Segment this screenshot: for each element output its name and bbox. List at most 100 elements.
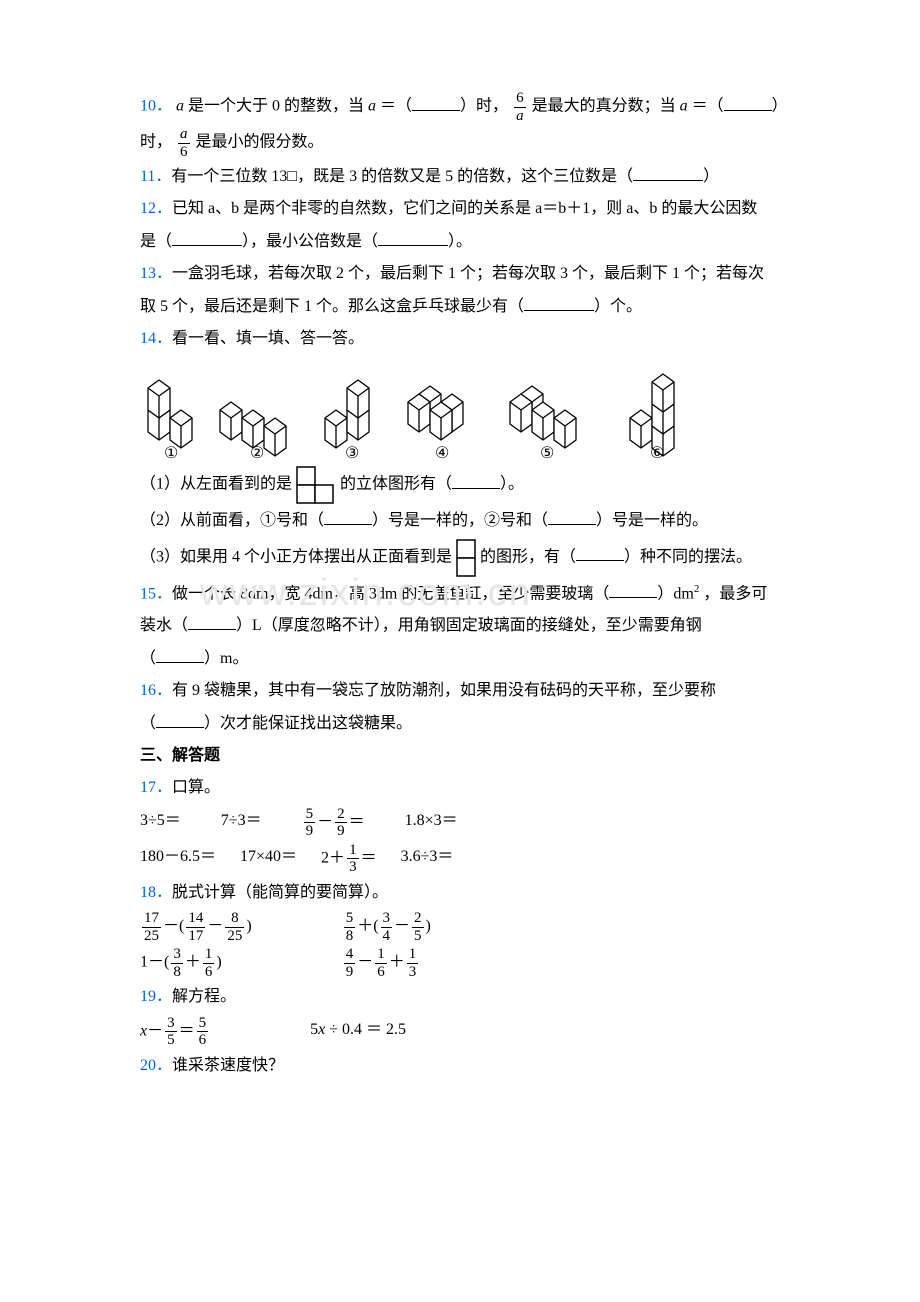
q14p3c: ）种不同的摆法。 — [624, 548, 752, 565]
q18-row2: 1－(38＋16) 49－16＋13 — [140, 946, 810, 980]
q17r2b: 17×40＝ — [240, 842, 297, 876]
blank — [156, 711, 204, 728]
q16c: ）次才能保证找出这袋糖果。 — [204, 715, 412, 732]
q10-pre: 是一个大于 0 的整数，当 — [188, 98, 364, 115]
section-3-title: 三、解答题 — [140, 741, 810, 771]
cube-figures: ① ② ③ ④ ⑤ ⑥ — [140, 362, 810, 462]
question-15: 15．做一个长 8dm，宽 4dm，高 3dm 的无盖鱼缸，至少需要玻璃（）dm… — [140, 579, 810, 610]
q11-b: ） — [703, 168, 719, 185]
q18e3: 1－(38＋16) — [140, 946, 222, 980]
q19e2: 5x ÷ 0.4 ＝ 2.5 — [310, 1015, 406, 1049]
q15d: 装水（ — [140, 617, 188, 634]
blank — [633, 164, 703, 181]
frac-6-over-a: 6a — [512, 90, 528, 124]
blank — [188, 613, 236, 630]
question-20: 20．谁采茶速度快？ — [140, 1051, 810, 1081]
blank — [609, 581, 657, 598]
q14p3a: （3）如果用 4 个小正方体摆出从正面看到是 — [140, 548, 452, 565]
q15g: ）m。 — [204, 650, 248, 667]
q13-c: ）个。 — [594, 298, 642, 315]
q17r1b: 7÷3＝ — [221, 806, 262, 840]
question-19: 19．解方程。 — [140, 982, 810, 1012]
q17r1d: 1.8×3＝ — [405, 806, 458, 840]
q14p1b: 的立体图形有（ — [340, 476, 452, 493]
cube-label-1: ① — [164, 445, 178, 462]
q18-row1: 1725－(1417－825) 58＋(34－25) — [140, 910, 810, 944]
blank — [156, 646, 204, 663]
q13-a: 一盒羽毛球，若每次取 2 个，最后剩下 1 个；若每次取 3 个，最后剩下 1 … — [172, 265, 764, 282]
q12-b: 是（ — [140, 233, 172, 250]
blank — [724, 94, 772, 111]
cube-label-2: ② — [250, 445, 264, 462]
blank — [378, 229, 448, 246]
q17r2a: 180－6.5＝ — [140, 842, 216, 876]
q18e2: 58＋(34－25) — [342, 910, 431, 944]
var-a3: a — [680, 98, 688, 115]
qnum-11: 11． — [140, 168, 171, 185]
question-10: 10． a 是一个大于 0 的整数，当 a ＝（ ）时， 6a 是最大的真分数；当… — [140, 90, 810, 124]
cube-label-6: ⑥ — [650, 445, 664, 462]
var-a1: a — [176, 98, 184, 115]
blank — [412, 94, 460, 111]
q10-post2: ） — [772, 98, 788, 115]
blank — [576, 544, 624, 561]
qnum-17: 17． — [140, 779, 172, 796]
q19-row: x－35＝56 5x ÷ 0.4 ＝ 2.5 — [140, 1015, 810, 1049]
question-10-line2: 时， a6 是最小的假分数。 — [140, 126, 810, 160]
q11-a: 有一个三位数 13□，既是 3 的倍数又是 5 的倍数，这个三位数是（ — [171, 168, 633, 185]
q17r2d: 3.6÷3＝ — [401, 842, 454, 876]
blank — [172, 229, 242, 246]
q14p2c: ）号是一样的。 — [596, 512, 708, 529]
q17-row2: 180－6.5＝ 17×40＝ 2＋13＝ 3.6÷3＝ — [140, 842, 810, 876]
q20-text: 谁采茶速度快？ — [172, 1057, 284, 1074]
var-a2: a — [368, 98, 376, 115]
question-14: 14．看一看、填一填、答一答。 — [140, 324, 810, 354]
q10-mid: 是最大的真分数；当 — [532, 98, 676, 115]
question-13-line2: 取 5 个，最后还是剩下 1 个。那么这盒乒乓球最少有（）个。 — [140, 292, 810, 322]
question-13: 13．一盒羽毛球，若每次取 2 个，最后剩下 1 个；若每次取 3 个，最后剩下… — [140, 259, 810, 289]
q15a: 做一个长 8dm，宽 4dm，高 3dm 的无盖鱼缸，至少需要玻璃（ — [172, 585, 609, 602]
shape-L-icon — [296, 466, 336, 504]
q18-title: 脱式计算（能简算的要简算）。 — [172, 884, 388, 901]
q18e4: 49－16＋13 — [342, 946, 421, 980]
qnum-12: 12． — [140, 200, 172, 217]
cube-label-4: ④ — [435, 445, 449, 462]
blank — [324, 508, 372, 525]
q15c: ，最多可 — [699, 585, 767, 602]
question-18: 18．脱式计算（能简算的要简算）。 — [140, 878, 810, 908]
question-17: 17．口算。 — [140, 773, 810, 803]
q12-d: ）。 — [448, 233, 472, 250]
q15b: ）dm — [657, 585, 693, 602]
q12-a: 已知 a、b 是两个非零的自然数，它们之间的关系是 a＝b＋1，则 a、b 的最… — [172, 200, 757, 217]
q14-title: 看一看、填一填、答一答。 — [172, 330, 364, 347]
q17-title: 口算。 — [172, 779, 220, 796]
q17r1c: 59－29＝ — [302, 806, 365, 840]
qnum-10: 10． — [140, 98, 172, 115]
qnum-16: 16． — [140, 682, 172, 699]
shape-2v-icon — [456, 539, 476, 577]
q14-part2: （2）从前面看，①号和（）号是一样的，②号和（）号是一样的。 — [140, 506, 810, 536]
q14p1c: ）。 — [500, 476, 524, 493]
q10-post1: ）时， — [460, 98, 508, 115]
question-12-line2: 是（），最小公倍数是（）。 — [140, 227, 810, 257]
qnum-20: 20． — [140, 1057, 172, 1074]
q19e1: x－35＝56 — [140, 1015, 210, 1049]
qnum-13: 13． — [140, 265, 172, 282]
q14-part3: www.zixin.com.cn （3）如果用 4 个小正方体摆出从正面看到是 … — [140, 539, 810, 577]
cube-label-3: ③ — [345, 445, 359, 462]
question-16-line2: （ ）次才能保证找出这袋糖果。 — [140, 709, 810, 739]
frac-a-over-6: a6 — [176, 126, 192, 160]
q16b: （ — [140, 715, 156, 732]
q19-title: 解方程。 — [172, 988, 236, 1005]
q10-l2post: 是最小的假分数。 — [196, 134, 324, 151]
question-12: 12．已知 a、b 是两个非零的自然数，它们之间的关系是 a＝b＋1，则 a、b… — [140, 194, 810, 224]
qnum-19: 19． — [140, 988, 172, 1005]
cube-label-5: ⑤ — [540, 445, 554, 462]
q15e: ）L（厚度忽略不计），用角钢固定玻璃面的接缝处，至少需要角钢 — [236, 617, 702, 634]
blank — [524, 294, 594, 311]
question-15-line3: （ ）m。 — [140, 644, 810, 674]
q14p1a: （1）从左面看到的是 — [140, 476, 292, 493]
q10-eq1: ＝（ — [380, 98, 412, 115]
q15f: （ — [140, 650, 156, 667]
q17-row1: 3÷5＝ 7÷3＝ 59－29＝ 1.8×3＝ — [140, 806, 810, 840]
